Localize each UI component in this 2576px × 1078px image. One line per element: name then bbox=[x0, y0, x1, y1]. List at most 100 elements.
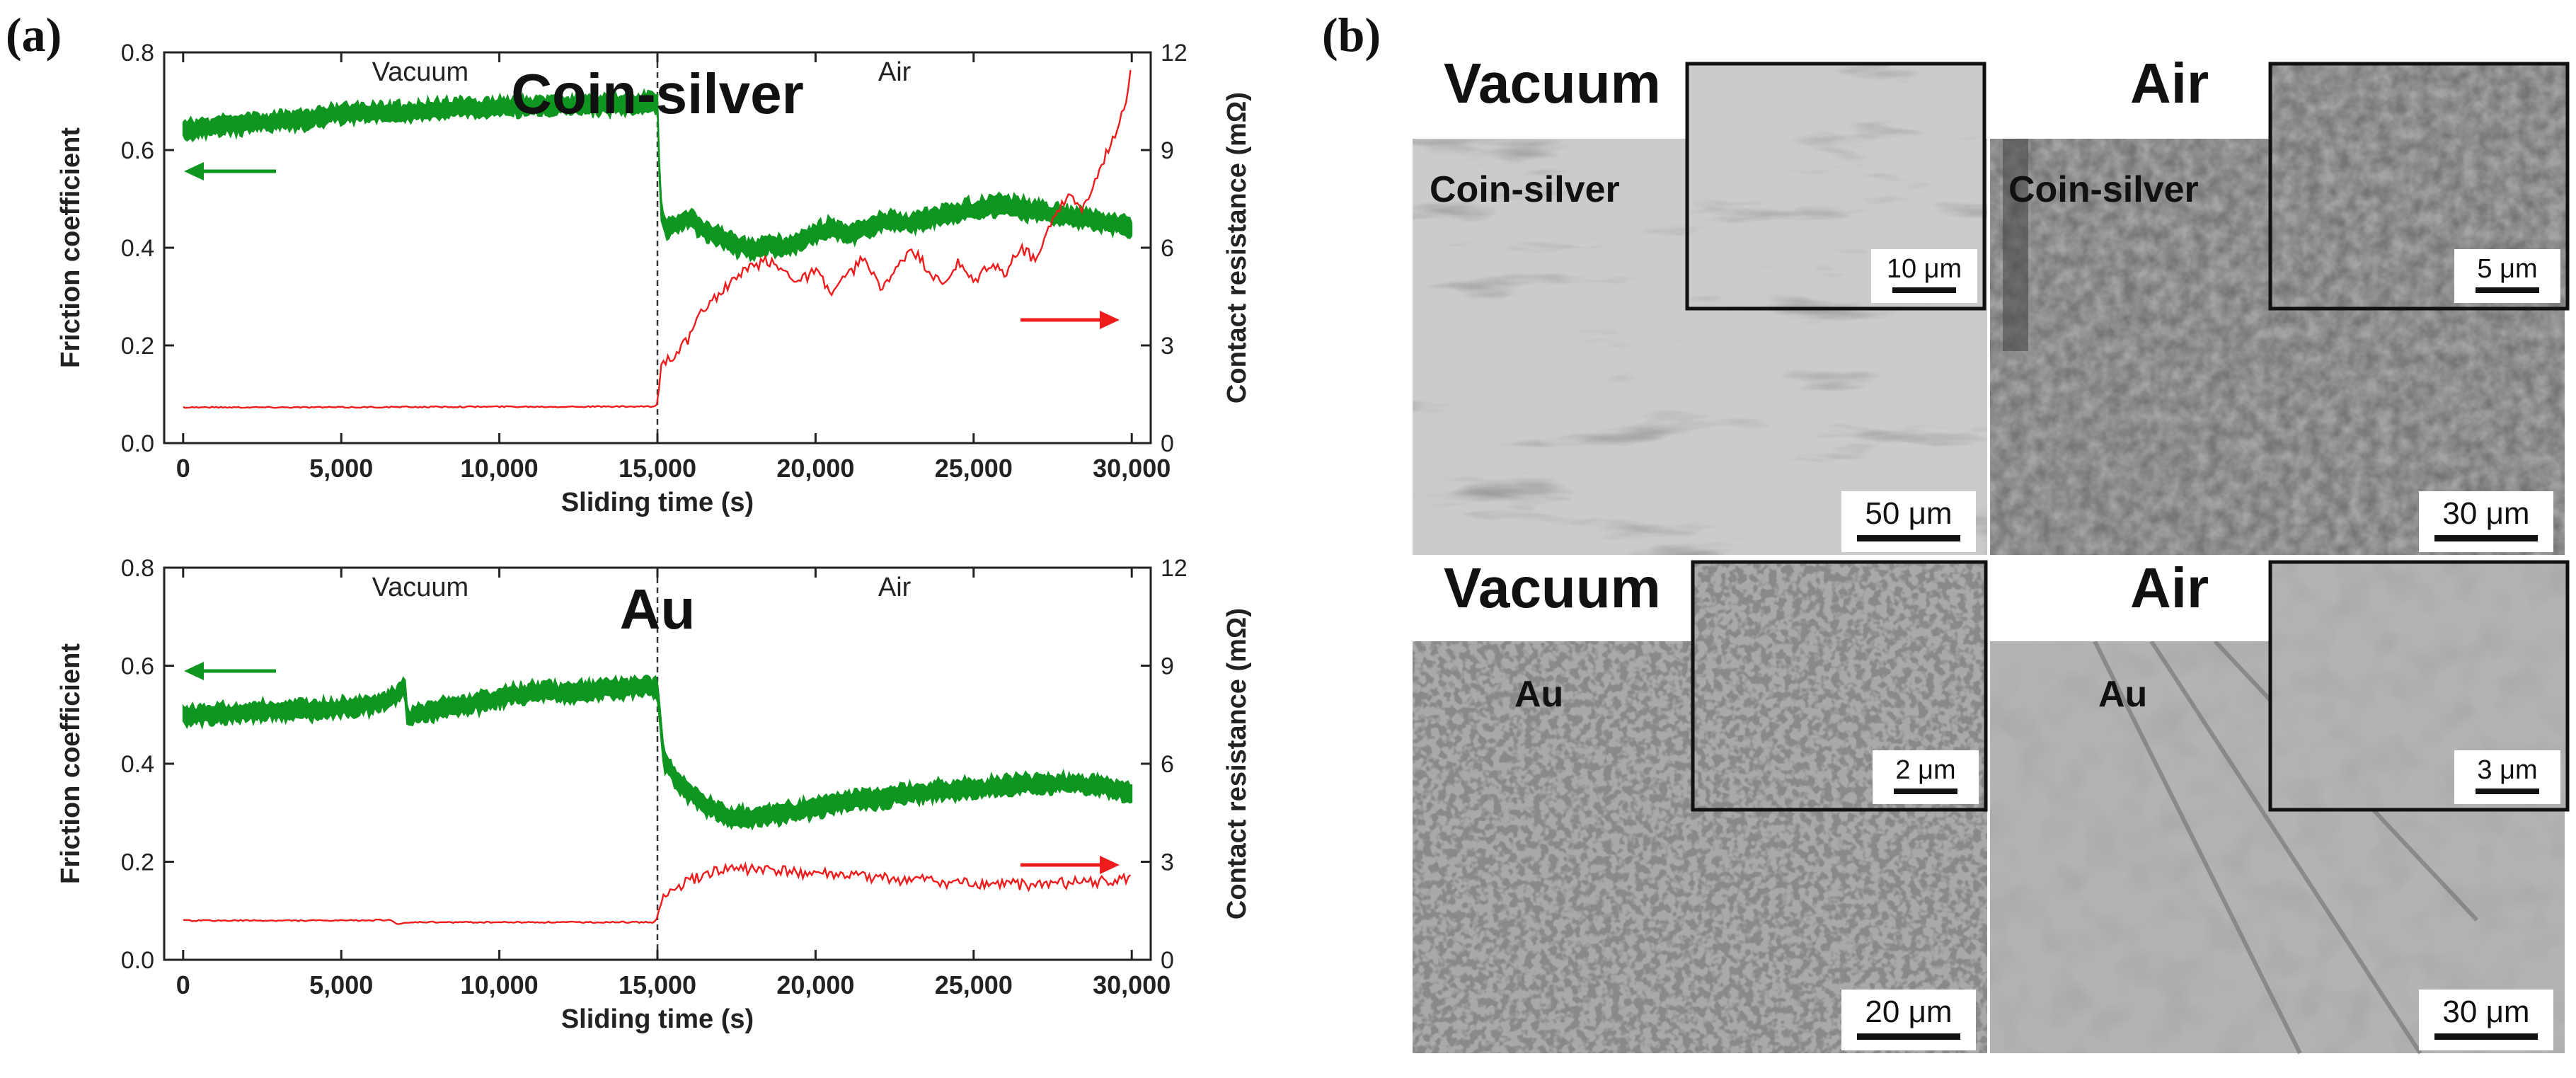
x-tick-label: 10,000 bbox=[461, 454, 539, 483]
panel-b-micrographs: Vacuum Coin-silver 50 μm 10 μm Air Coin-silve… bbox=[1411, 52, 2570, 1055]
y-left-tick-label: 0.2 bbox=[121, 849, 154, 876]
y-right-tick-label: 9 bbox=[1161, 653, 1174, 680]
environment-label: Vacuum bbox=[1444, 52, 1661, 115]
y-left-tick-label: 0.8 bbox=[121, 40, 154, 67]
inset-scale-label: 3 μm bbox=[2477, 755, 2537, 785]
x-tick-label: 15,000 bbox=[619, 454, 696, 483]
series-contact-resistance bbox=[183, 861, 1132, 925]
resistance-axis-arrow-head bbox=[1100, 856, 1120, 874]
scale-bar bbox=[1857, 1033, 1960, 1040]
x-tick-label: 20,000 bbox=[776, 970, 854, 999]
scale-bar bbox=[2434, 535, 2538, 541]
y-right-tick-label: 0 bbox=[1161, 430, 1174, 457]
x-tick-label: 25,000 bbox=[935, 970, 1013, 999]
inset-micrograph: 2 μm bbox=[1691, 560, 1988, 812]
environment-label: Air bbox=[2130, 52, 2209, 115]
chart-material-caption: Coin-silver bbox=[511, 62, 803, 125]
region-label-air: Air bbox=[878, 57, 912, 87]
scale-bar-box bbox=[1841, 990, 1976, 1050]
x-tick-label: 30,000 bbox=[1093, 970, 1171, 999]
x-tick-label: 20,000 bbox=[776, 454, 854, 483]
material-label: Au bbox=[1514, 674, 1563, 715]
inset-scale-label: 5 μm bbox=[2477, 254, 2537, 284]
scale-bar-box bbox=[1841, 491, 1976, 552]
y-left-tick-label: 0.6 bbox=[121, 137, 154, 164]
x-tick-label: 0 bbox=[176, 454, 190, 483]
environment-label: Vacuum bbox=[1444, 556, 1661, 619]
inset-scale-bar bbox=[2476, 789, 2539, 794]
micrograph-air-coin-silver: Air Coin-silver 30 μm 5 μm bbox=[1989, 52, 2570, 555]
wear-track bbox=[2149, 640, 2422, 1055]
series-contact-resistance bbox=[183, 69, 1132, 409]
scale-bar bbox=[2434, 1033, 2538, 1040]
y-right-tick-label: 3 bbox=[1161, 849, 1174, 876]
y-right-axis-label: Contact resistance (mΩ) bbox=[1222, 608, 1252, 919]
y-left-tick-label: 0.4 bbox=[121, 235, 154, 262]
y-right-tick-label: 9 bbox=[1161, 137, 1174, 164]
y-left-tick-label: 0.0 bbox=[121, 947, 154, 974]
x-tick-label: 0 bbox=[176, 970, 190, 999]
micrograph-vacuum-coin-silver: Vacuum Coin-silver 50 μm 10 μm bbox=[1411, 52, 1987, 555]
inset-scale-box bbox=[2454, 249, 2560, 303]
series-friction-coefficient bbox=[182, 674, 1133, 831]
x-tick-label: 5,000 bbox=[309, 970, 373, 999]
y-left-axis-label: Friction coefficient bbox=[56, 643, 86, 884]
panel-a-charts: 0 5,000 10,000 15,000 20,000 25,000 30,000 0.0 0… bbox=[56, 40, 1252, 1034]
y-right-tick-label: 12 bbox=[1161, 555, 1188, 582]
inset-scale-box bbox=[1873, 750, 1979, 804]
inset-micrograph: 10 μm bbox=[1685, 62, 1986, 311]
x-tick-label: 30,000 bbox=[1093, 454, 1171, 483]
y-right-tick-label: 0 bbox=[1161, 947, 1174, 974]
region-label-vacuum: Vacuum bbox=[372, 57, 469, 87]
inset-scale-box bbox=[1871, 249, 1977, 303]
y-right-tick-label: 12 bbox=[1161, 40, 1188, 67]
inset-frame bbox=[2268, 560, 2570, 812]
inset-micrograph: 5 μm bbox=[2268, 62, 2570, 311]
scale-bar-label: 30 μm bbox=[2442, 496, 2529, 531]
scale-bar-box bbox=[2419, 990, 2553, 1050]
resistance-axis-arrow-head bbox=[1100, 311, 1120, 329]
x-tick-label: 25,000 bbox=[935, 454, 1013, 483]
inset-scale-bar bbox=[1892, 287, 1956, 293]
inset-frame bbox=[1691, 560, 1988, 812]
inset-scale-label: 10 μm bbox=[1887, 254, 1962, 284]
y-right-tick-label: 6 bbox=[1161, 235, 1174, 262]
scale-bar-label: 50 μm bbox=[1865, 496, 1952, 531]
label-background bbox=[1989, 563, 2270, 641]
label-background bbox=[1411, 563, 1693, 641]
inset-scale-label: 2 μm bbox=[1895, 755, 1955, 785]
y-right-axis-label: Contact resistance (mΩ) bbox=[1222, 92, 1252, 403]
x-tick-label: 15,000 bbox=[619, 970, 696, 999]
wear-track bbox=[2093, 640, 2302, 1055]
region-label-air: Air bbox=[878, 573, 912, 602]
wear-groove bbox=[2003, 139, 2028, 351]
x-tick-label: 10,000 bbox=[461, 970, 539, 999]
y-left-axis-label: Friction coefficient bbox=[56, 127, 86, 368]
inset-frame bbox=[2268, 62, 2570, 311]
scale-bar-box bbox=[2419, 491, 2553, 552]
inset-scale-box bbox=[2454, 750, 2560, 804]
panel-b-label: (b) bbox=[1322, 8, 1381, 62]
material-label: Coin-silver bbox=[2008, 169, 2199, 210]
chart-1: 0 5,000 10,000 15,000 20,000 25,000 30,000 0.0 0… bbox=[56, 40, 1252, 517]
scale-bar-label: 30 μm bbox=[2442, 994, 2529, 1029]
inset-scale-bar bbox=[1894, 789, 1957, 794]
panel-a-label: (a) bbox=[6, 8, 62, 62]
inset-scale-bar bbox=[2476, 287, 2539, 293]
micrograph-vacuum-au: Vacuum Au 20 μm 2 μm bbox=[1411, 556, 1988, 1053]
environment-label: Air bbox=[2130, 556, 2209, 619]
y-left-tick-label: 0.8 bbox=[121, 555, 154, 582]
chart-2: 0 5,000 10,000 15,000 20,000 25,000 30,000 0.0 0… bbox=[56, 555, 1252, 1034]
label-background bbox=[1989, 61, 2270, 139]
y-left-tick-label: 0.6 bbox=[121, 653, 154, 680]
micrograph-air-au: Air Au 30 μm 3 μm bbox=[1989, 556, 2570, 1055]
friction-axis-arrow-head bbox=[184, 662, 204, 680]
x-axis-label: Sliding time (s) bbox=[561, 488, 754, 517]
inset-frame bbox=[1685, 62, 1986, 311]
scale-bar-label: 20 μm bbox=[1865, 994, 1952, 1029]
y-left-tick-label: 0.2 bbox=[121, 333, 154, 360]
y-left-tick-label: 0.0 bbox=[121, 430, 154, 457]
scale-bar bbox=[1857, 535, 1960, 541]
